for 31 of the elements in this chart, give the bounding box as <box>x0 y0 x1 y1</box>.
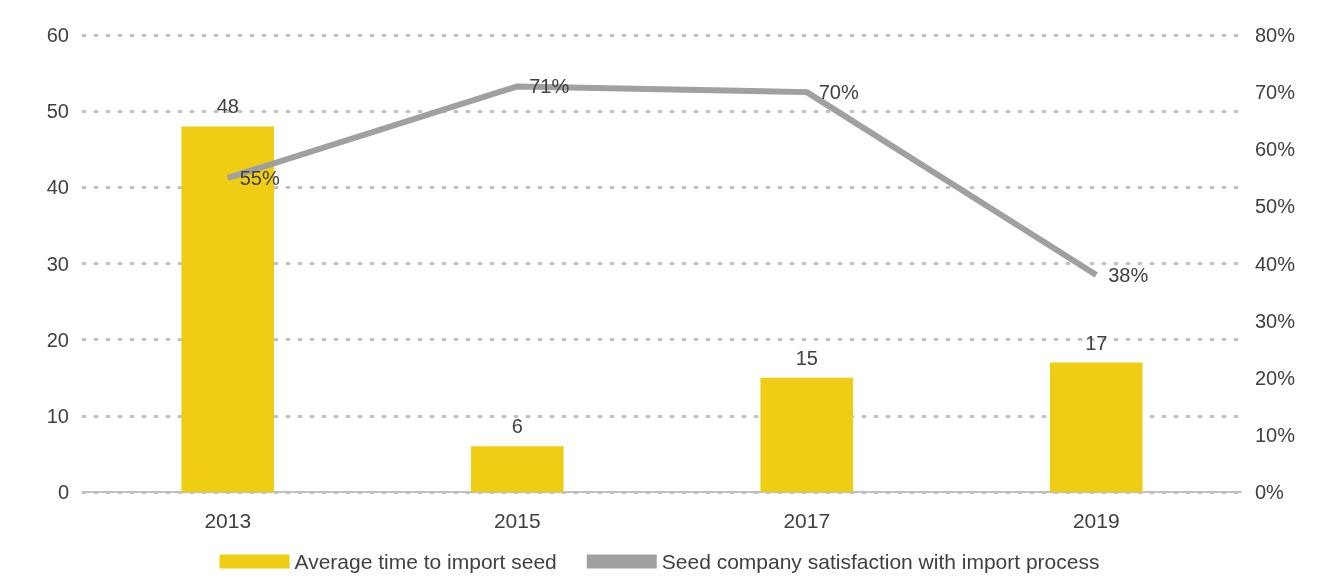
x-tick-label: 2015 <box>493 509 541 532</box>
y2-tick-label: 30% <box>1255 309 1296 332</box>
x-tick-label: 2017 <box>783 509 831 532</box>
y-tick-label: 10 <box>46 404 69 427</box>
bar <box>470 446 564 492</box>
legend-label: Average time to import seed <box>294 550 557 573</box>
x-tick-label: 2013 <box>204 509 252 532</box>
y-tick-label: 0 <box>57 481 69 503</box>
bar <box>760 377 854 492</box>
legend-label: Seed company satisfaction with import process <box>661 550 1100 573</box>
y2-tick-label: 70% <box>1255 81 1296 104</box>
y-tick-label: 40 <box>46 176 69 199</box>
data-label: 38% <box>1108 263 1149 286</box>
y2-tick-label: 0% <box>1255 481 1285 503</box>
data-label: 17 <box>1085 331 1108 354</box>
y2-tick-label: 10% <box>1255 423 1296 446</box>
y2-tick-label: 20% <box>1255 366 1296 389</box>
x-tick-label: 2019 <box>1072 509 1120 532</box>
y2-tick-label: 50% <box>1255 195 1296 218</box>
y2-tick-label: 80% <box>1255 24 1296 46</box>
data-label: 70% <box>818 81 859 104</box>
data-label: 48 <box>216 95 239 118</box>
bar <box>1049 362 1143 492</box>
y2-tick-label: 60% <box>1255 138 1296 161</box>
y2-tick-label: 40% <box>1255 252 1296 275</box>
data-label: 6 <box>511 415 523 438</box>
y-tick-label: 20 <box>46 328 69 351</box>
y-tick-label: 30 <box>46 252 69 275</box>
y-tick-label: 60 <box>46 24 69 46</box>
data-label: 15 <box>795 346 818 369</box>
y-tick-label: 50 <box>46 100 69 123</box>
